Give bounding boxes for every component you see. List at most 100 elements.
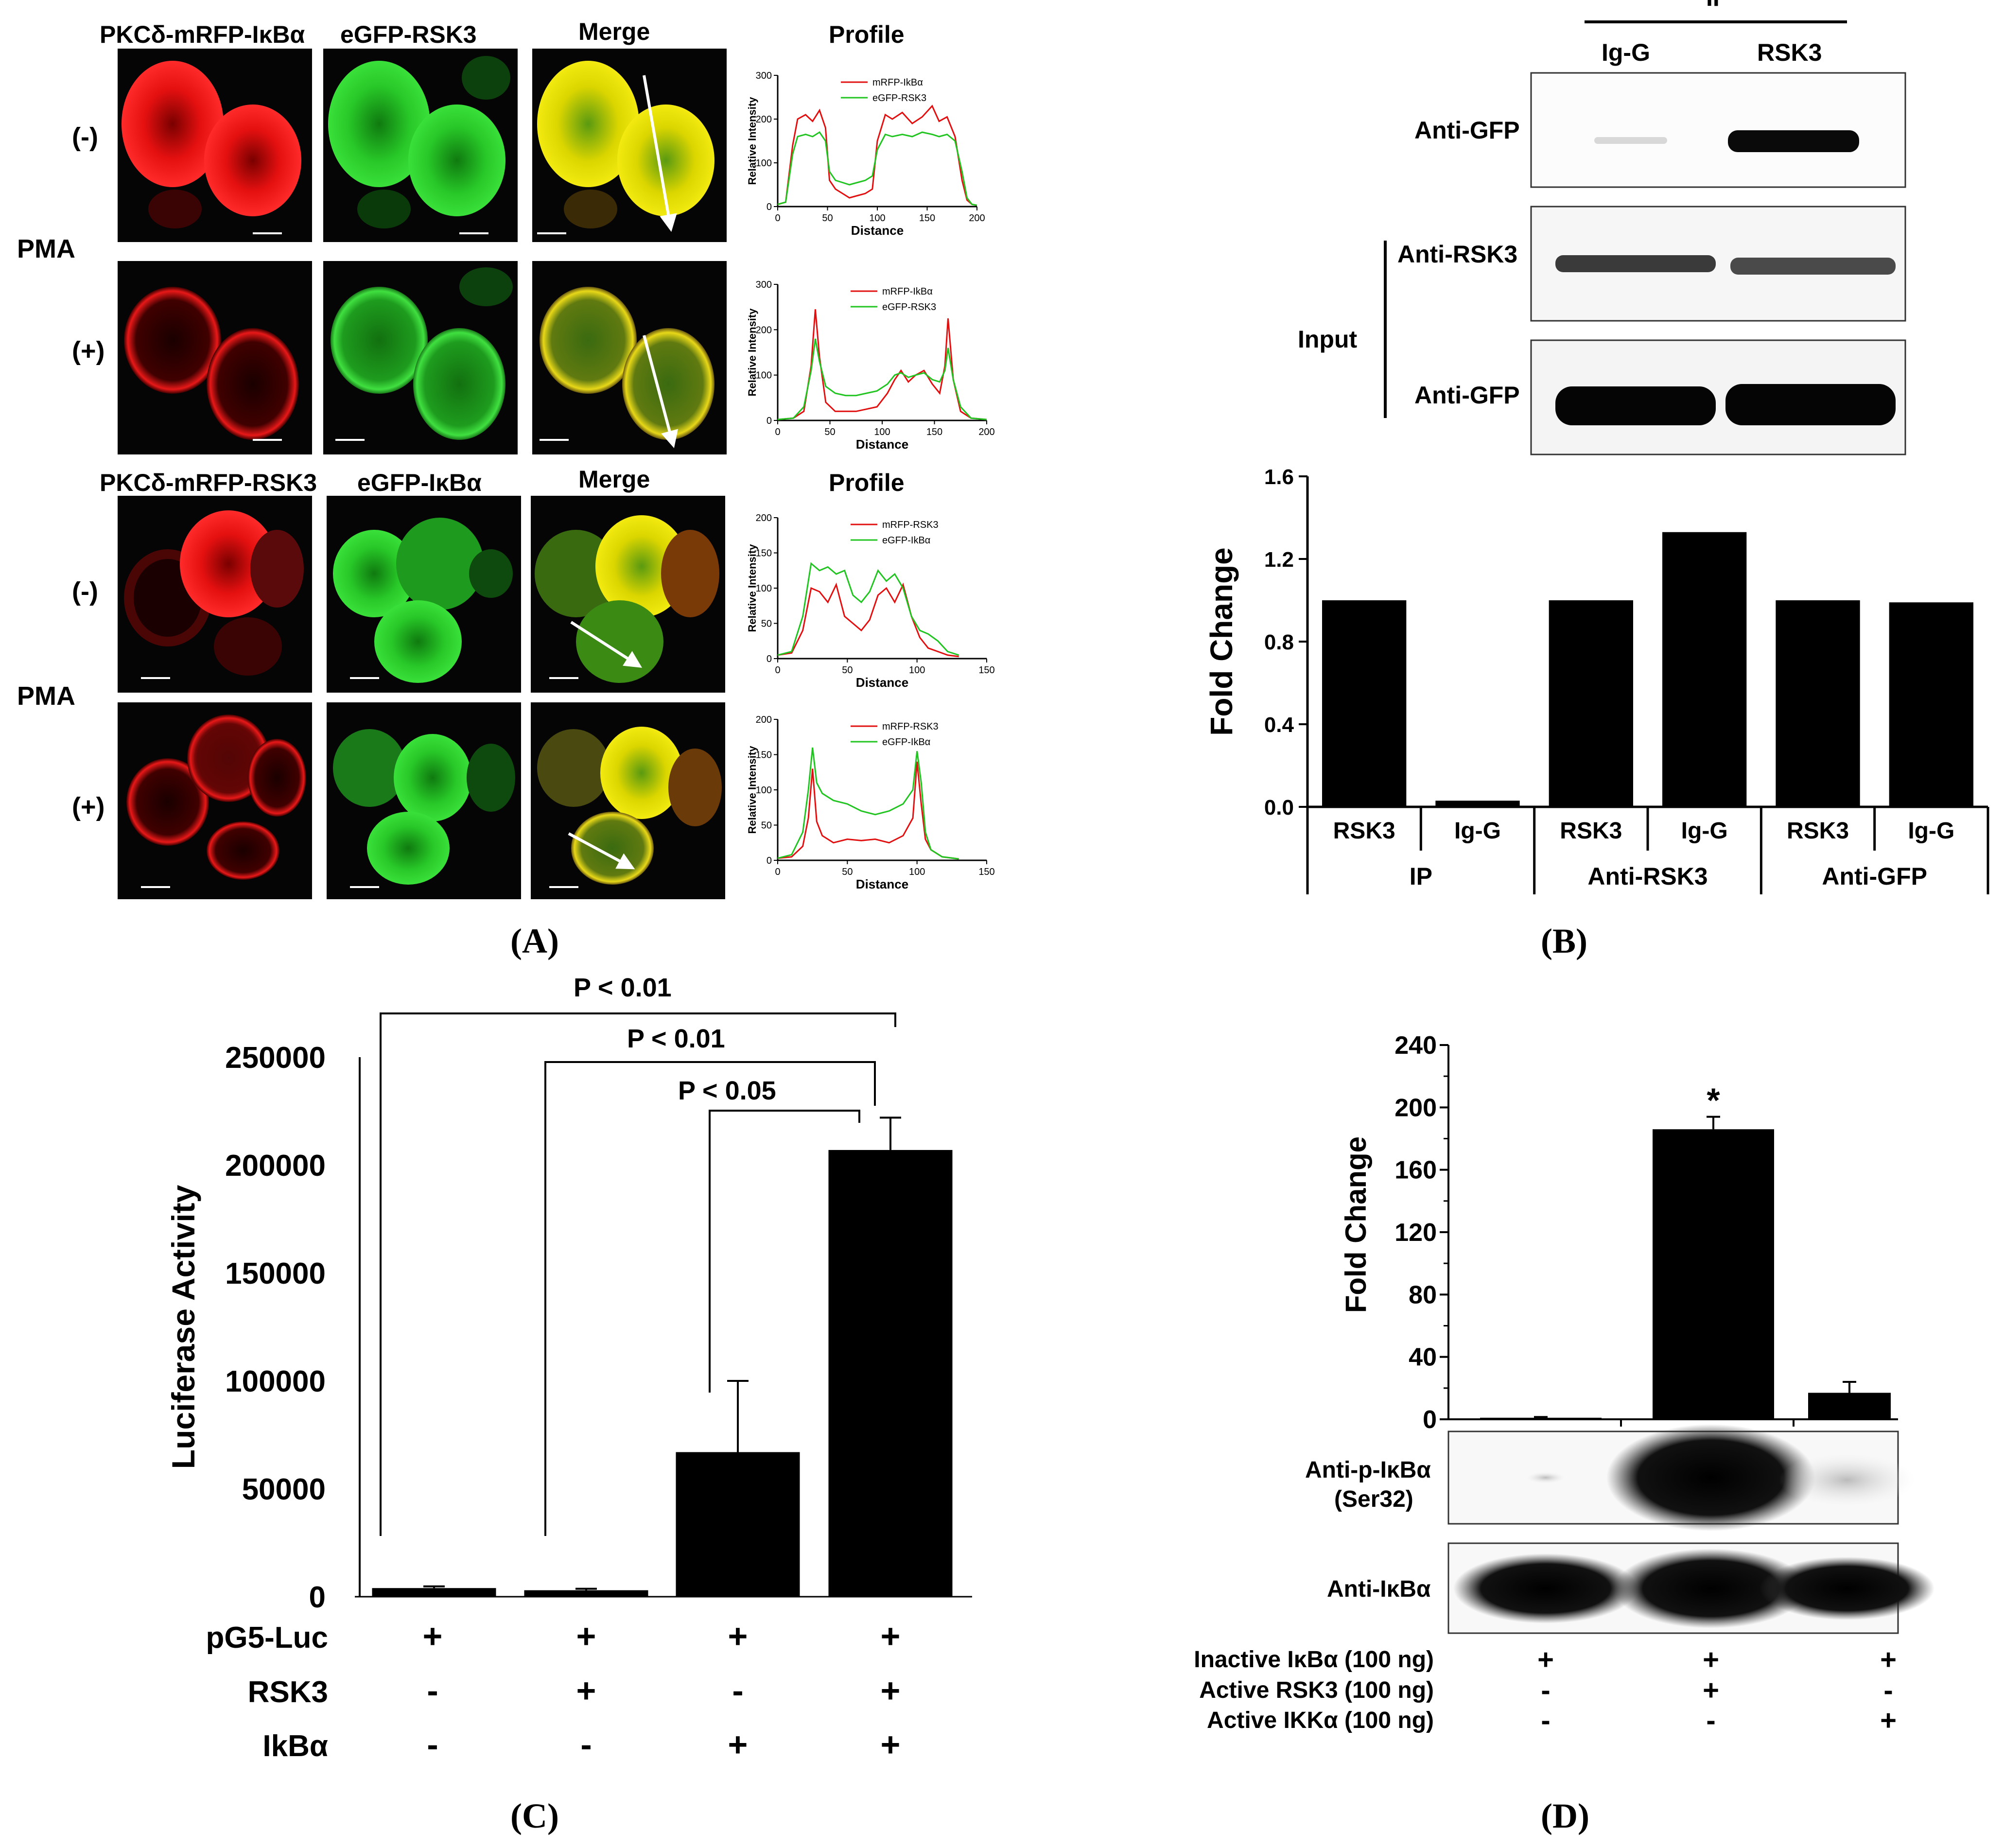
condition-row-mark: - — [1541, 1705, 1550, 1736]
row-label-a-top-minus: (-) — [72, 122, 98, 152]
treatment-label-a-bottom: PMA — [17, 681, 75, 711]
panel-label-b: (B) — [1541, 922, 1587, 960]
blot-label-anti-rsk3: Anti-RSK3 — [1397, 241, 1517, 268]
profile-x-tick-label: 0 — [775, 427, 780, 437]
chart-d-y-tick-label: 160 — [1394, 1156, 1437, 1185]
chart-b-y-tick-label: 0.0 — [1264, 796, 1294, 819]
profile-y-tick-label: 0 — [767, 416, 772, 426]
chart-c: 0 50000 100000 150000 200000 250000 Luciferase… — [165, 973, 972, 1763]
chart-c-row-mark: + — [423, 1617, 443, 1655]
treatment-label-a-top: PMA — [17, 234, 75, 263]
profile-legend-label: eGFP-IkBα — [882, 737, 930, 748]
profile-x-label: Distance — [856, 437, 908, 452]
header-a-bottom-3: Merge — [578, 466, 650, 493]
profile-y-tick-label: 100 — [756, 158, 772, 169]
condition-row-label: Active RSK3 (100 ng) — [1199, 1677, 1434, 1703]
row-label-a-bottom-plus: (+) — [72, 792, 105, 821]
profile-series-line — [777, 131, 977, 206]
profile-series-line — [777, 562, 959, 656]
chart-b-group-label: IP — [1410, 863, 1432, 890]
band-b-ip-igg — [1594, 137, 1667, 144]
lane-label-rsk3: RSK3 — [1757, 39, 1822, 66]
profile-y-tick-label: 0 — [767, 202, 772, 212]
chart-c-row-mark: + — [881, 1672, 901, 1709]
condition-row-mark: + — [1537, 1644, 1554, 1675]
chart-d: 0 40 80 120 160 200 240 Fold Change * — [1340, 1031, 1898, 1434]
chart-c-y-tick-label: 0 — [309, 1581, 326, 1614]
profile-y-label: Relative Intensity — [746, 97, 758, 185]
chart-d-y-label: Fold Change — [1340, 1136, 1372, 1313]
chart-b-bar — [1662, 532, 1747, 807]
chart-c-row-mark: + — [881, 1617, 901, 1655]
blot-label-anti-gfp-input: Anti-GFP — [1414, 382, 1520, 409]
chart-b-category-label: RSK3 — [1787, 818, 1849, 844]
profile-x-label: Distance — [856, 675, 908, 690]
blot-label-anti-p-ikba: Anti-p-IκBα — [1305, 1457, 1431, 1483]
profile-x-tick-label: 0 — [775, 665, 780, 676]
chart-d-y-tick-label: 40 — [1409, 1343, 1437, 1372]
chart-d-y-tick-label: 240 — [1394, 1031, 1437, 1060]
profile-y-tick-label: 0 — [767, 654, 772, 664]
panel-b: IP Ig-G RSK3 Anti-GFP Input Anti-RSK3 An… — [1204, 0, 1989, 960]
chart-b-group-label: Anti-RSK3 — [1587, 863, 1708, 890]
chart-b-bar — [1322, 600, 1407, 807]
profile-legend-label: eGFP-IkBα — [882, 535, 930, 546]
chart-b-bar — [1776, 600, 1860, 807]
profile-x-tick-label: 50 — [842, 665, 853, 676]
micrograph-a-top-minus-red — [118, 49, 312, 242]
header-a-top-1: PKCδ-mRFP-IκBα — [100, 21, 305, 48]
chart-b-y-tick-label: 0.4 — [1264, 713, 1294, 737]
profile-y-label: Relative Intensity — [746, 746, 758, 834]
panel-label-a: (A) — [510, 922, 559, 960]
condition-row-mark: + — [1703, 1674, 1719, 1706]
chart-c-row-mark: + — [881, 1726, 901, 1763]
row-label-a-top-plus: (+) — [72, 336, 105, 366]
chart-c-y-tick-label: 50000 — [242, 1473, 326, 1506]
condition-row-mark: + — [1880, 1705, 1897, 1736]
profile-a-bottom-plus: 0 50 100 150 200 0 50 100 150 Distance Relative In… — [746, 715, 995, 891]
chart-b-bar — [1435, 801, 1520, 807]
micrograph-a-top-plus-red — [118, 261, 312, 454]
chart-c-significance-bracket — [544, 1061, 876, 1536]
chart-d-y-tick-label: 80 — [1409, 1281, 1437, 1309]
band-b-input-gfp-rsk3 — [1725, 384, 1896, 425]
band-d-p-ikba-lane3 — [1779, 1453, 1915, 1507]
chart-b-category-label: Ig-G — [1681, 818, 1728, 844]
micrograph-a-bottom-plus-green — [327, 702, 521, 899]
chart-c-significance-label: P < 0.05 — [678, 1076, 776, 1105]
profile-legend-label: mRFP-RSK3 — [882, 721, 939, 732]
micrograph-a-top-plus-merge — [532, 261, 727, 454]
band-b-input-rsk3-rsk3 — [1730, 258, 1896, 275]
chart-d-y-tick-label: 120 — [1394, 1219, 1437, 1247]
profile-y-tick-label: 300 — [756, 70, 772, 81]
chart-b-bar — [1549, 600, 1633, 807]
profile-y-tick-label: 200 — [756, 114, 772, 125]
profile-series-line — [777, 582, 959, 658]
micrograph-a-bottom-plus-red — [118, 702, 312, 899]
panel-c: 0 50000 100000 150000 200000 250000 Luciferase… — [165, 973, 972, 1835]
chart-b-y-tick-label: 0.8 — [1264, 630, 1294, 654]
condition-row-mark: - — [1883, 1674, 1893, 1706]
band-d-p-ikba-lane1 — [1526, 1472, 1565, 1483]
condition-row-mark: + — [1880, 1644, 1897, 1675]
chart-c-significance-bracket — [709, 1110, 860, 1393]
chart-c-row-mark: + — [576, 1617, 596, 1655]
micrograph-a-bottom-minus-green — [327, 496, 521, 693]
profile-y-label: Relative Intensity — [746, 308, 758, 397]
profile-y-tick-label: 50 — [761, 820, 772, 831]
chart-c-bar — [524, 1590, 648, 1597]
condition-row-mark: - — [1541, 1674, 1550, 1706]
chart-c-y-tick-label: 200000 — [225, 1149, 326, 1183]
chart-b: 0.0 0.4 0.8 1.2 1.6 Fold Change RSK3 Ig-G RSK3 Ig… — [1204, 465, 1989, 894]
chart-c-row-mark: + — [728, 1617, 748, 1655]
chart-c-row-label: RSK3 — [248, 1675, 328, 1709]
profile-x-tick-label: 100 — [909, 867, 925, 877]
chart-b-y-tick-label: 1.2 — [1264, 548, 1294, 572]
chart-c-significance-label: P < 0.01 — [574, 973, 672, 1002]
profile-x-tick-label: 200 — [978, 427, 994, 437]
chart-c-bar — [676, 1452, 800, 1597]
chart-c-significance-label: P < 0.01 — [627, 1024, 725, 1053]
chart-c-y-tick-label: 100000 — [225, 1365, 326, 1398]
profile-y-label: Relative Intensity — [746, 544, 758, 632]
profile-legend-label: mRFP-IkBα — [882, 286, 933, 297]
